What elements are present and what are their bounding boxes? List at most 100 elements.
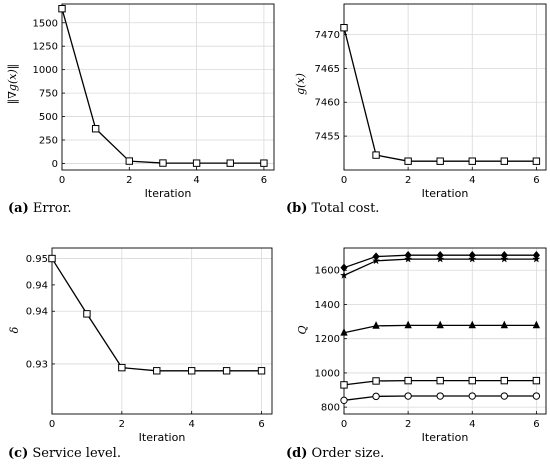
panel-a-ytick-label-6: 1500 (33, 18, 58, 29)
panel-a-frame (61, 3, 275, 171)
panel-c-series-0-point-5 (222, 367, 231, 375)
panel-b-ytick-label-2: 7465 (315, 64, 340, 75)
panel-a-ytick-label-2: 500 (39, 112, 58, 123)
panel-b: 0 2 4 6 7455 7460 7465 7470 Iteration g(x) (294, 3, 547, 200)
panel-c-xtick-label-0: 0 (49, 419, 55, 430)
panel-c-xlabel: Iteration (139, 431, 186, 444)
panel-c-ytick-extra-label-0: 0.94 (26, 280, 48, 291)
panel-c-xtick-label-2: 4 (188, 419, 194, 430)
caption-a: (a) Error. (8, 201, 72, 216)
panel-c-series-0-point-0 (48, 254, 56, 263)
panel-a: 0 2 4 6 0 250 500 750 1000 1250 1500 Iteration ‖∇g(x… (6, 3, 275, 200)
panel-d-series-3-point-1 (372, 377, 380, 385)
panel-b-xtick-label-1: 2 (405, 175, 411, 186)
panel-c-series-0-point-1 (83, 310, 91, 318)
panel-d-xtick-label-2: 4 (469, 419, 475, 430)
panel-d-series-2-point-6 (532, 320, 541, 329)
panel-b-xtick-label-2: 4 (469, 175, 475, 186)
panel-b-ytick-label-0: 7455 (315, 132, 340, 143)
caption-b-text: Total cost. (311, 201, 380, 216)
panel-d-series-1-line (343, 258, 537, 276)
panel-d-ytick-label-3: 1400 (315, 300, 340, 311)
panel-a-ytick-label-3: 750 (39, 89, 58, 100)
panel-b-series-0-point-6 (532, 157, 541, 165)
panel-a-ytick-label-0: 0 (52, 159, 58, 170)
panel-d-xtick-label-0: 0 (341, 419, 347, 430)
panel-d-series-3-point-0 (340, 381, 348, 389)
panel-c-series-0-point-6 (257, 367, 266, 375)
panel-a-series-0-point-4 (192, 159, 201, 167)
panel-d-xtick-label-3: 6 (533, 419, 539, 430)
panel-d-frame (343, 247, 547, 415)
panel-c-ytick-label-0: 0.93 (26, 359, 48, 370)
panel-b-series-0-point-3 (436, 157, 444, 165)
panel-b-xtick-label-0: 0 (341, 175, 347, 186)
panel-b-series-0-point-0 (340, 24, 348, 32)
panel-b-series-0-line (343, 27, 537, 162)
panel-d-series-4-point-1 (372, 392, 380, 401)
panel-d-xlabel: Iteration (422, 431, 469, 444)
panel-d-series-4-point-0 (340, 396, 348, 405)
panel-b-ylabel: g(x) (294, 73, 307, 95)
panel-a-ytick-label-4: 1000 (33, 65, 58, 76)
caption-d-text: Order size. (311, 446, 385, 461)
panel-d-ytick-label-4: 1600 (315, 266, 340, 277)
panel-a-xtick-label-3: 6 (261, 175, 267, 186)
panel-d-series-1-point-4 (468, 254, 477, 263)
panel-c-series-0-point-4 (187, 367, 196, 375)
panel-b-xtick-label-3: 6 (533, 175, 539, 186)
panel-c: 0 2 4 6 0.93 0.94 0.95 0.94 Iteration δ (8, 247, 273, 444)
panel-a-series-0-point-5 (226, 159, 234, 167)
caption-b-tag: (b) (286, 201, 308, 216)
panel-d-series-3-point-4 (468, 376, 476, 385)
panel-b-series-0-point-5 (500, 157, 509, 165)
panel-b-ytick-label-3: 7470 (315, 30, 340, 41)
panel-d-series-3-point-5 (500, 376, 509, 385)
panel-a-series-0-point-3 (159, 159, 167, 167)
panel-a-xtick-label-0: 0 (59, 175, 65, 186)
panel-d-series-3-point-2 (404, 376, 412, 385)
panel-d-series-2-point-0 (340, 328, 348, 336)
panel-d-series-1-point-1 (372, 256, 381, 265)
panel-d-series-1-point-2 (404, 254, 413, 263)
panel-c-xtick-label-3: 6 (258, 419, 264, 430)
panel-d-series-2-point-2 (404, 320, 412, 329)
panel-a-ytick-label-5: 1250 (33, 42, 58, 53)
caption-a-tag: (a) (8, 201, 29, 216)
panel-a-xlabel: Iteration (145, 187, 192, 200)
panel-d-series-1-point-6 (532, 254, 541, 263)
panel-b-series-0-point-2 (404, 157, 412, 165)
panel-d-series-2-point-5 (500, 320, 508, 329)
panel-d-series-2-point-3 (436, 320, 444, 329)
panel-a-ylabel: ‖∇g(x)‖ (6, 64, 20, 105)
panel-d-xtick-label-1: 2 (405, 419, 411, 430)
caption-d-tag: (d) (286, 446, 308, 461)
panel-a-xtick-label-2: 4 (193, 175, 199, 186)
panel-b-series-0-point-1 (372, 151, 380, 159)
panel-d-series-1-point-3 (436, 254, 445, 263)
panel-d-series-4-point-5 (500, 392, 509, 400)
panel-c-ytick-label-1: 0.94 (26, 307, 48, 318)
panel-c-ytick-label-2: 0.95 (26, 254, 48, 265)
panel-a-series-0-point-1 (91, 125, 100, 133)
panel-b-ytick-label-1: 7460 (315, 98, 340, 109)
panel-b-series-0-point-4 (468, 157, 476, 165)
panel-d-series-2-point-4 (468, 320, 476, 329)
panel-a-series-0-point-0 (58, 4, 66, 13)
caption-a-text: Error. (32, 201, 72, 216)
panel-c-xtick-label-1: 2 (119, 419, 125, 430)
panel-d-ytick-label-1: 1000 (315, 368, 340, 379)
panel-d-series-1-point-5 (500, 254, 509, 263)
panel-d-series-2-point-1 (372, 321, 380, 329)
panel-d-ytick-label-2: 1200 (315, 334, 340, 345)
panel-c-ylabel: δ (8, 326, 21, 333)
panel-a-series-0-point-6 (260, 159, 268, 167)
panel-d-series-3-point-6 (532, 376, 541, 385)
caption-b: (b) Total cost. (286, 201, 379, 216)
panel-b-xlabel: Iteration (422, 187, 469, 200)
panel-d-series-3-point-3 (436, 376, 444, 385)
panel-d-series-1-point-0 (339, 271, 349, 279)
panel-d-series-4-point-3 (436, 392, 444, 400)
panel-d-series-4-point-2 (404, 392, 412, 400)
